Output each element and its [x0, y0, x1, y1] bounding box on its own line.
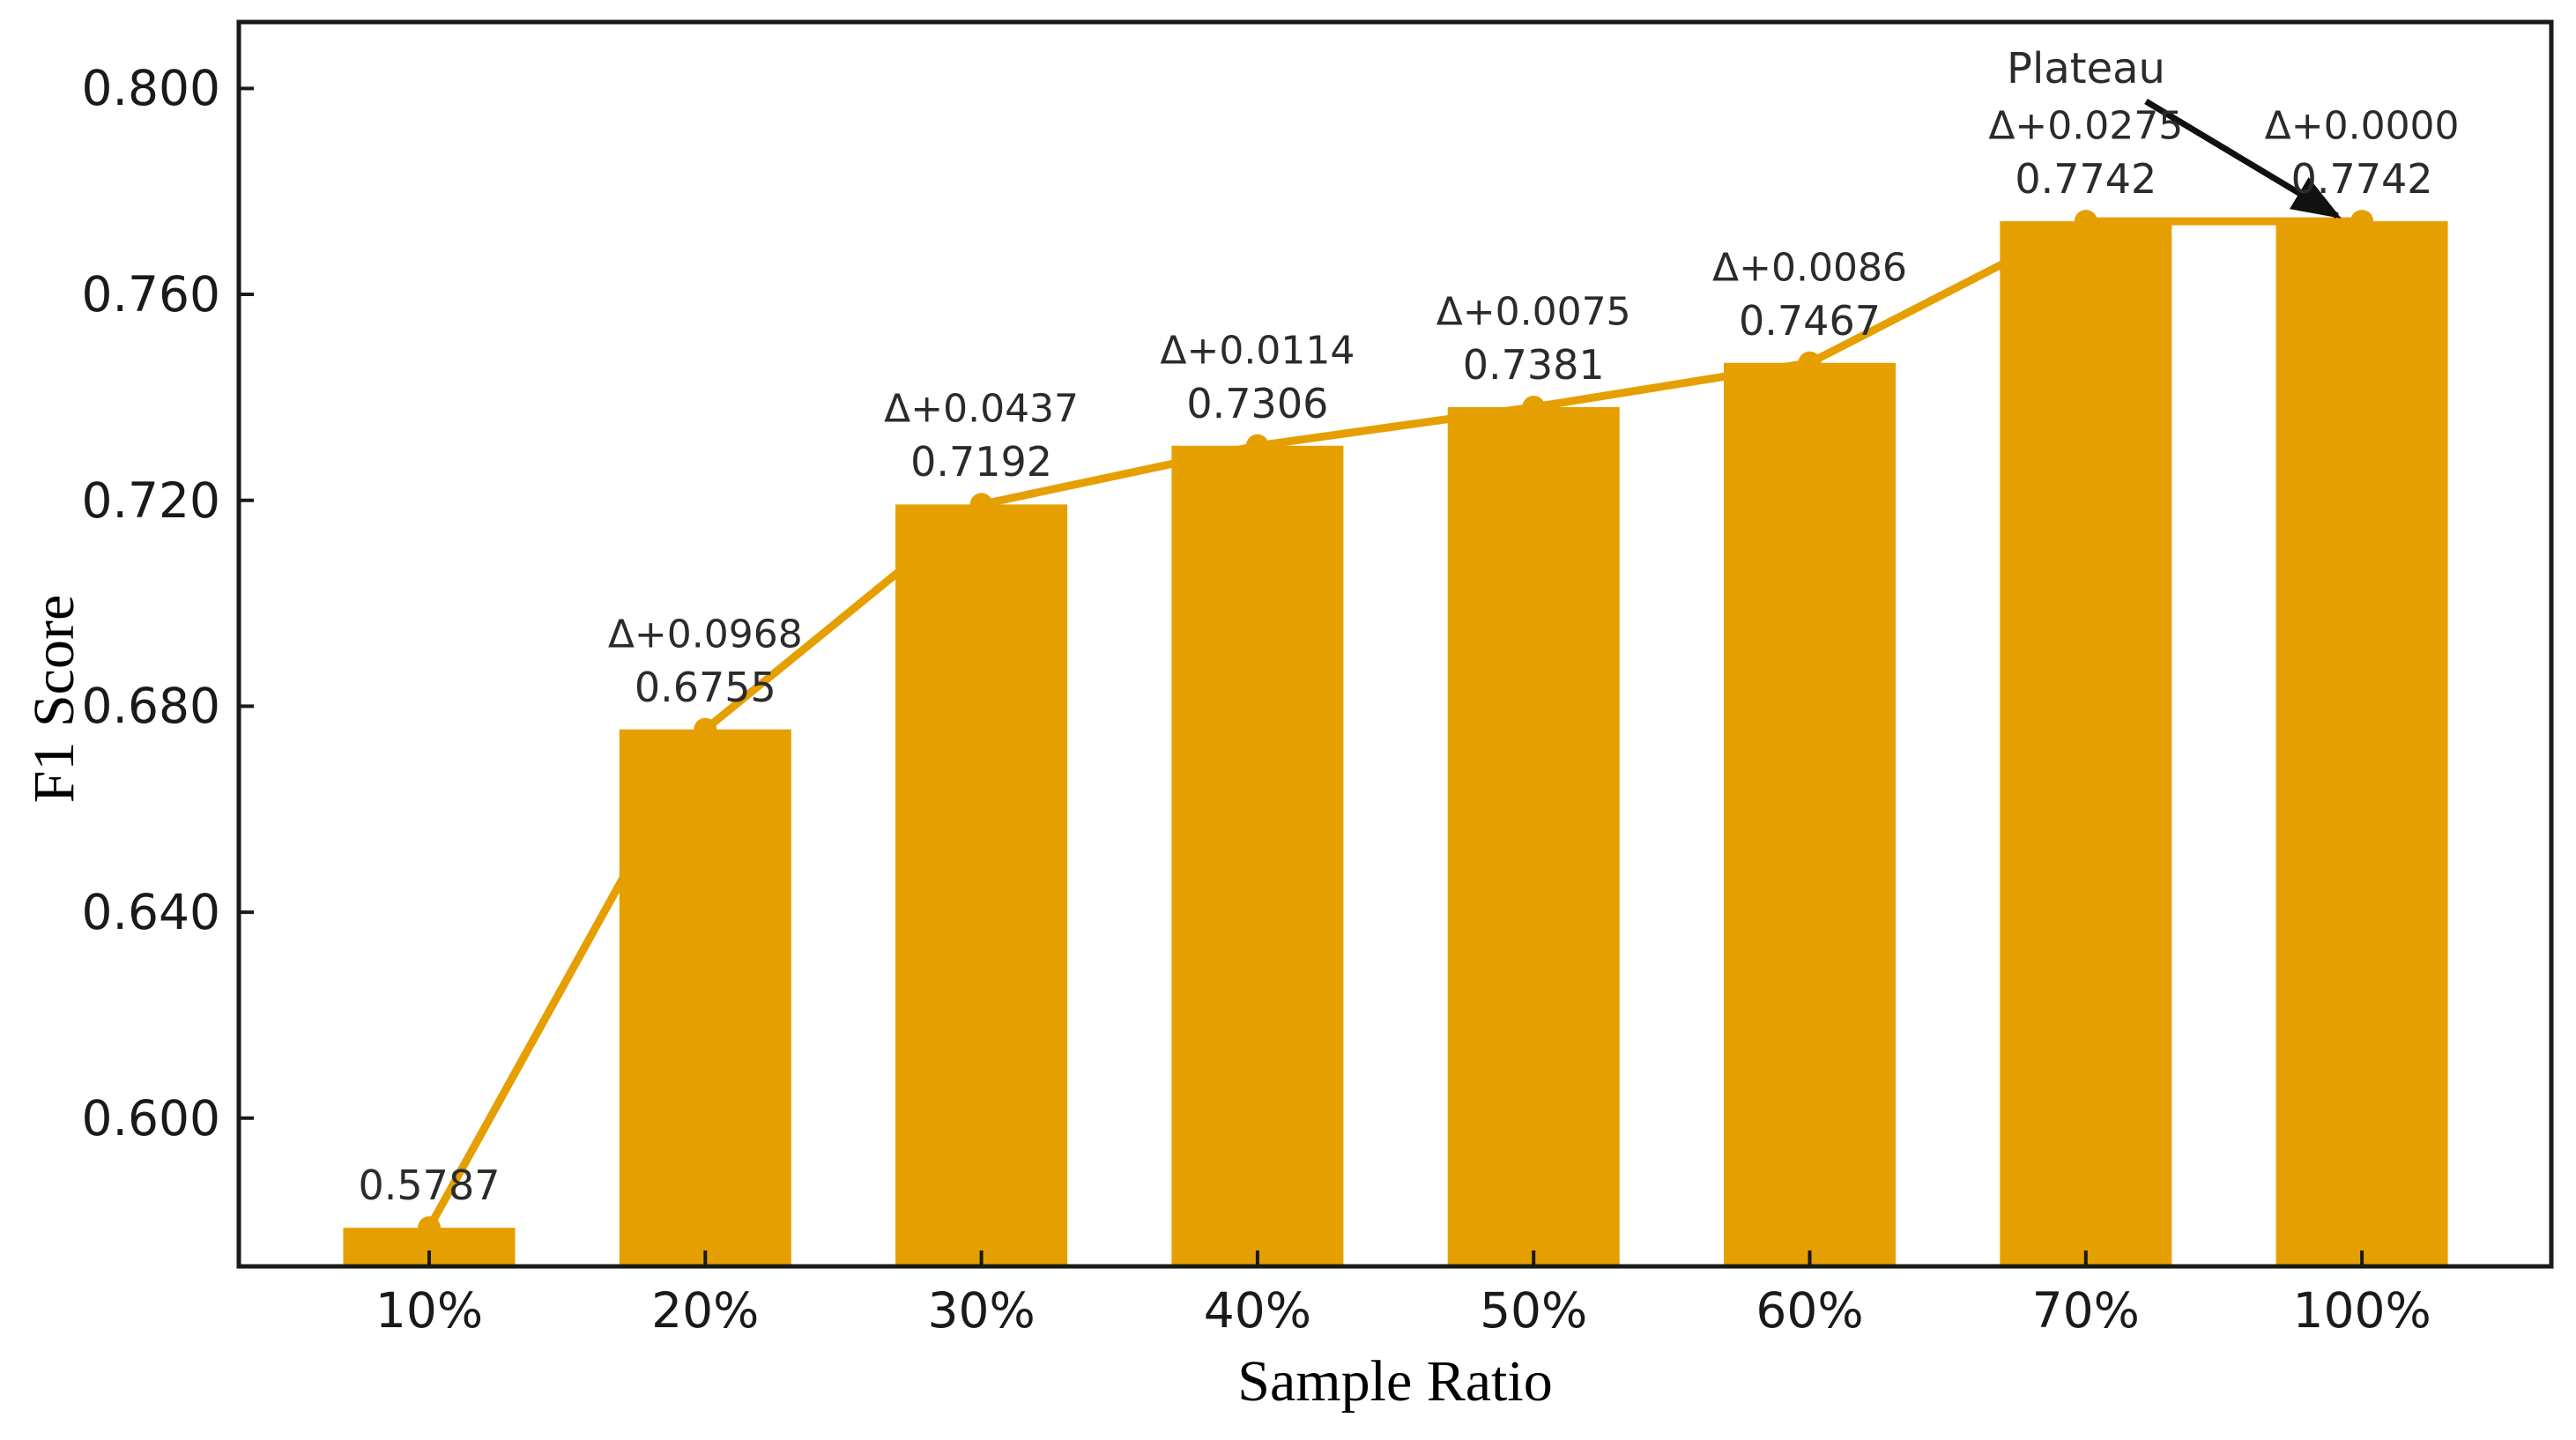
- marker-20%: [694, 717, 717, 741]
- x-tick-label-70%: 70%: [2031, 1282, 2140, 1339]
- value-label-60%: 0.7467: [1739, 296, 1881, 345]
- bar-40%: [1171, 445, 1344, 1266]
- x-tick-label-30%: 30%: [927, 1282, 1036, 1339]
- y-axis-title: F1 Score: [22, 594, 86, 804]
- x-tick-label-40%: 40%: [1203, 1282, 1312, 1339]
- marker-10%: [418, 1216, 441, 1240]
- x-tick-label-20%: 20%: [651, 1282, 760, 1339]
- bar-20%: [619, 729, 791, 1266]
- delta-label-40%: Δ+0.0114: [1160, 328, 1355, 374]
- delta-label-100%: Δ+0.0000: [2264, 103, 2460, 149]
- x-axis-title: Sample Ratio: [1237, 1349, 1553, 1414]
- marker-30%: [969, 493, 993, 516]
- marker-60%: [1798, 351, 1822, 375]
- delta-label-50%: Δ+0.0075: [1436, 289, 1631, 335]
- bar-50%: [1447, 406, 1620, 1267]
- bar-100%: [2275, 221, 2448, 1266]
- value-label-20%: 0.6755: [634, 663, 776, 711]
- delta-label-30%: Δ+0.0437: [884, 386, 1080, 432]
- value-label-50%: 0.7381: [1462, 340, 1605, 389]
- delta-label-60%: Δ+0.0086: [1712, 245, 1907, 291]
- x-tick-label-10%: 10%: [375, 1282, 484, 1339]
- delta-label-20%: Δ+0.0968: [607, 612, 803, 657]
- x-tick-label-100%: 100%: [2292, 1282, 2431, 1339]
- delta-label-70%: Δ+0.0275: [1988, 103, 2184, 149]
- value-label-70%: 0.7742: [2015, 155, 2157, 204]
- plateau-arrow: [2144, 98, 2342, 219]
- value-label-10%: 0.5787: [358, 1162, 501, 1210]
- value-label-30%: 0.7192: [910, 438, 1053, 486]
- y-tick-label-0.640: 0.640: [81, 884, 220, 941]
- y-tick-label-0.600: 0.600: [81, 1089, 220, 1147]
- x-tick-label-60%: 60%: [1756, 1282, 1864, 1339]
- y-tick-label-0.720: 0.720: [81, 471, 220, 529]
- y-tick-label-0.760: 0.760: [81, 266, 220, 323]
- marker-50%: [1522, 395, 1546, 419]
- y-tick-label-0.800: 0.800: [81, 60, 220, 117]
- y-tick-label-0.680: 0.680: [81, 678, 220, 735]
- bar-70%: [2000, 221, 2172, 1266]
- marker-100%: [2350, 210, 2374, 234]
- bar-60%: [1724, 362, 1896, 1266]
- plateau-annotation-label: Plateau: [2007, 44, 2165, 93]
- trend-line: [426, 217, 2363, 1230]
- marker-40%: [1245, 434, 1269, 457]
- value-label-100%: 0.7742: [2290, 155, 2433, 204]
- axes-spines: [236, 19, 2554, 1269]
- value-label-40%: 0.7306: [1186, 379, 1329, 427]
- marker-70%: [2074, 210, 2097, 234]
- x-tick-label-50%: 50%: [1480, 1282, 1588, 1339]
- bar-30%: [895, 504, 1068, 1266]
